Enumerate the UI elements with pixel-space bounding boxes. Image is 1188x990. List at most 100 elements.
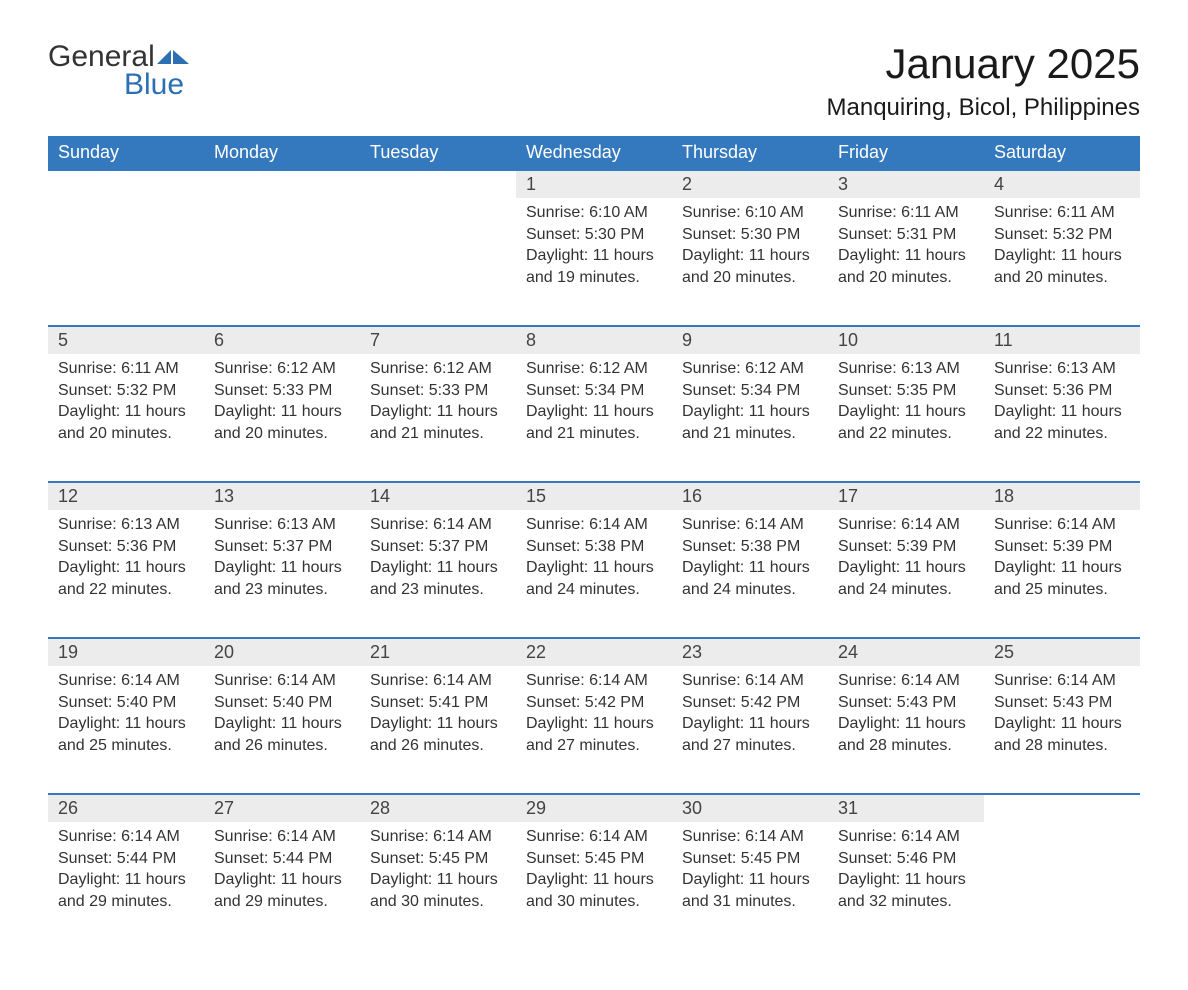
day-number: 1 <box>516 170 672 198</box>
sunrise-line: Sunrise: 6:14 AM <box>370 670 506 692</box>
sunrise-line: Sunrise: 6:14 AM <box>370 826 506 848</box>
day-cell: Sunrise: 6:14 AMSunset: 5:40 PMDaylight:… <box>48 666 204 794</box>
day-number: 10 <box>828 326 984 354</box>
sunset-line: Sunset: 5:40 PM <box>214 692 350 714</box>
daylight-line: Daylight: 11 hours and 22 minutes. <box>994 401 1130 444</box>
sunset-line: Sunset: 5:37 PM <box>370 536 506 558</box>
sunrise-line: Sunrise: 6:14 AM <box>994 514 1130 536</box>
day-cell: Sunrise: 6:14 AMSunset: 5:42 PMDaylight:… <box>672 666 828 794</box>
day-number: 23 <box>672 638 828 666</box>
day-cell: Sunrise: 6:14 AMSunset: 5:46 PMDaylight:… <box>828 822 984 950</box>
sunrise-line: Sunrise: 6:14 AM <box>682 670 818 692</box>
daylight-line: Daylight: 11 hours and 25 minutes. <box>58 713 194 756</box>
day-cell: Sunrise: 6:13 AMSunset: 5:35 PMDaylight:… <box>828 354 984 482</box>
day-cell: Sunrise: 6:14 AMSunset: 5:40 PMDaylight:… <box>204 666 360 794</box>
daylight-line: Daylight: 11 hours and 24 minutes. <box>526 557 662 600</box>
empty-cell <box>48 198 204 326</box>
sunset-line: Sunset: 5:34 PM <box>526 380 662 402</box>
daynum-row: 567891011 <box>48 326 1140 354</box>
sunset-line: Sunset: 5:46 PM <box>838 848 974 870</box>
empty-cell <box>984 794 1140 822</box>
day-cell: Sunrise: 6:12 AMSunset: 5:34 PMDaylight:… <box>672 354 828 482</box>
day-number: 31 <box>828 794 984 822</box>
day-cell: Sunrise: 6:14 AMSunset: 5:43 PMDaylight:… <box>984 666 1140 794</box>
day-header: Tuesday <box>360 136 516 170</box>
day-cell: Sunrise: 6:14 AMSunset: 5:41 PMDaylight:… <box>360 666 516 794</box>
sunrise-line: Sunrise: 6:14 AM <box>682 826 818 848</box>
day-number: 2 <box>672 170 828 198</box>
day-header-row: SundayMondayTuesdayWednesdayThursdayFrid… <box>48 136 1140 170</box>
sunset-line: Sunset: 5:38 PM <box>526 536 662 558</box>
sunset-line: Sunset: 5:39 PM <box>838 536 974 558</box>
daylight-line: Daylight: 11 hours and 19 minutes. <box>526 245 662 288</box>
day-cell: Sunrise: 6:12 AMSunset: 5:33 PMDaylight:… <box>360 354 516 482</box>
day-number: 19 <box>48 638 204 666</box>
day-number: 6 <box>204 326 360 354</box>
daylight-line: Daylight: 11 hours and 21 minutes. <box>370 401 506 444</box>
daylight-line: Daylight: 11 hours and 20 minutes. <box>214 401 350 444</box>
logo: General Blue <box>48 40 191 102</box>
sunset-line: Sunset: 5:43 PM <box>838 692 974 714</box>
empty-cell <box>360 170 516 198</box>
sunset-line: Sunset: 5:45 PM <box>526 848 662 870</box>
sunset-line: Sunset: 5:41 PM <box>370 692 506 714</box>
daylight-line: Daylight: 11 hours and 20 minutes. <box>682 245 818 288</box>
day-number: 12 <box>48 482 204 510</box>
sunset-line: Sunset: 5:36 PM <box>994 380 1130 402</box>
sunset-line: Sunset: 5:33 PM <box>214 380 350 402</box>
daylight-line: Daylight: 11 hours and 23 minutes. <box>370 557 506 600</box>
day-number: 17 <box>828 482 984 510</box>
day-cell: Sunrise: 6:14 AMSunset: 5:45 PMDaylight:… <box>516 822 672 950</box>
sunset-line: Sunset: 5:45 PM <box>682 848 818 870</box>
daylight-line: Daylight: 11 hours and 29 minutes. <box>58 869 194 912</box>
daylight-line: Daylight: 11 hours and 26 minutes. <box>214 713 350 756</box>
sunrise-line: Sunrise: 6:11 AM <box>838 202 974 224</box>
daylight-line: Daylight: 11 hours and 20 minutes. <box>838 245 974 288</box>
daylight-line: Daylight: 11 hours and 28 minutes. <box>838 713 974 756</box>
sunrise-line: Sunrise: 6:14 AM <box>682 514 818 536</box>
day-number: 25 <box>984 638 1140 666</box>
day-number: 28 <box>360 794 516 822</box>
day-header: Sunday <box>48 136 204 170</box>
day-cell: Sunrise: 6:14 AMSunset: 5:42 PMDaylight:… <box>516 666 672 794</box>
daynum-row: 1234 <box>48 170 1140 198</box>
day-cell: Sunrise: 6:11 AMSunset: 5:31 PMDaylight:… <box>828 198 984 326</box>
daylight-line: Daylight: 11 hours and 29 minutes. <box>214 869 350 912</box>
day-cell: Sunrise: 6:11 AMSunset: 5:32 PMDaylight:… <box>48 354 204 482</box>
sunrise-line: Sunrise: 6:14 AM <box>526 670 662 692</box>
day-cell: Sunrise: 6:10 AMSunset: 5:30 PMDaylight:… <box>672 198 828 326</box>
day-number: 3 <box>828 170 984 198</box>
day-number: 21 <box>360 638 516 666</box>
logo-text-blue: Blue <box>124 68 184 102</box>
sunrise-line: Sunrise: 6:13 AM <box>214 514 350 536</box>
content-row: Sunrise: 6:10 AMSunset: 5:30 PMDaylight:… <box>48 198 1140 326</box>
day-cell: Sunrise: 6:13 AMSunset: 5:36 PMDaylight:… <box>48 510 204 638</box>
sunrise-line: Sunrise: 6:14 AM <box>58 670 194 692</box>
day-number: 7 <box>360 326 516 354</box>
daylight-line: Daylight: 11 hours and 23 minutes. <box>214 557 350 600</box>
sunrise-line: Sunrise: 6:14 AM <box>838 826 974 848</box>
day-number: 30 <box>672 794 828 822</box>
sunrise-line: Sunrise: 6:12 AM <box>682 358 818 380</box>
sunrise-line: Sunrise: 6:14 AM <box>58 826 194 848</box>
sunrise-line: Sunrise: 6:13 AM <box>994 358 1130 380</box>
day-cell: Sunrise: 6:10 AMSunset: 5:30 PMDaylight:… <box>516 198 672 326</box>
empty-cell <box>48 170 204 198</box>
daylight-line: Daylight: 11 hours and 22 minutes. <box>58 557 194 600</box>
sunset-line: Sunset: 5:31 PM <box>838 224 974 246</box>
daynum-row: 12131415161718 <box>48 482 1140 510</box>
day-number: 13 <box>204 482 360 510</box>
sunrise-line: Sunrise: 6:10 AM <box>526 202 662 224</box>
sunset-line: Sunset: 5:42 PM <box>526 692 662 714</box>
day-number: 27 <box>204 794 360 822</box>
day-number: 5 <box>48 326 204 354</box>
day-cell: Sunrise: 6:13 AMSunset: 5:37 PMDaylight:… <box>204 510 360 638</box>
daylight-line: Daylight: 11 hours and 21 minutes. <box>682 401 818 444</box>
day-number: 26 <box>48 794 204 822</box>
day-cell: Sunrise: 6:14 AMSunset: 5:44 PMDaylight:… <box>48 822 204 950</box>
location-subtitle: Manquiring, Bicol, Philippines <box>827 94 1141 122</box>
sunrise-line: Sunrise: 6:14 AM <box>370 514 506 536</box>
day-header: Saturday <box>984 136 1140 170</box>
sunset-line: Sunset: 5:44 PM <box>58 848 194 870</box>
daylight-line: Daylight: 11 hours and 27 minutes. <box>682 713 818 756</box>
